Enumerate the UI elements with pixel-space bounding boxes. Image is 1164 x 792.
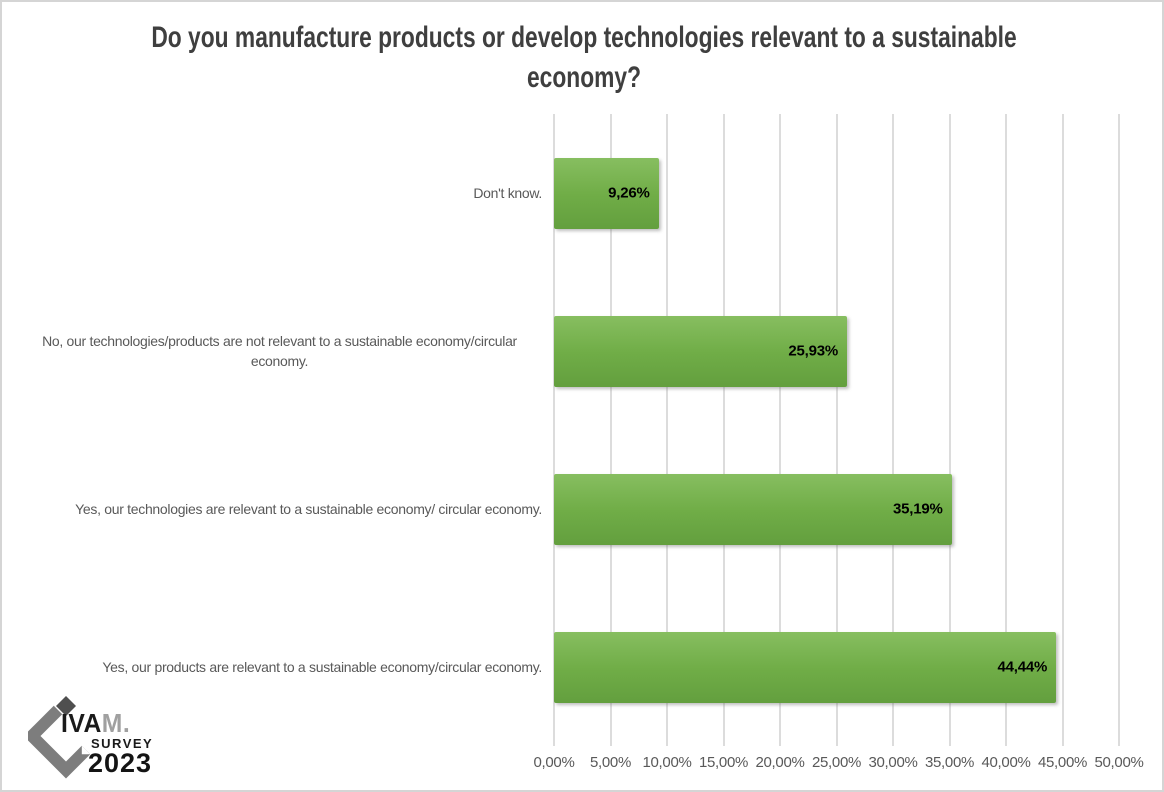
category-row: Yes, our products are relevant to a sust… [10, 588, 542, 746]
category-label: No, our technologies/products are not re… [42, 332, 517, 369]
gridline [892, 114, 894, 746]
gridline [835, 114, 838, 746]
bar: 9,26% [554, 157, 659, 229]
logo-text-iva: IVA [61, 708, 102, 738]
x-axis-tick-label: 15,00% [698, 754, 749, 771]
bar-value-label: 9,26% [608, 184, 650, 202]
gridline [779, 114, 781, 746]
x-axis-tick-label: 0,00% [533, 754, 575, 771]
logo-text-survey: SURVEY [91, 736, 154, 751]
gridline [553, 114, 555, 746]
category-label: Don't know. [473, 184, 542, 201]
x-axis-tick-label: 45,00% [1037, 754, 1088, 771]
bar-value-label: 35,19% [892, 500, 943, 518]
bar-value-label: 44,44% [997, 658, 1048, 676]
gridline [1118, 114, 1120, 746]
category-row: Yes, our technologies are relevant to a … [10, 430, 542, 588]
ivam-survey-logo: IVAM. SURVEY 2023 [28, 696, 238, 790]
x-axis-tick-label: 10,00% [642, 754, 692, 771]
bar: 44,44% [554, 631, 1057, 703]
gridline [1061, 114, 1064, 746]
logo-text-year: 2023 [88, 748, 153, 778]
x-axis-tick-label: 40,00% [981, 754, 1031, 771]
category-label: Yes, our technologies are relevant to a … [75, 500, 542, 517]
x-axis-tick-label: 50,00% [1094, 754, 1144, 771]
gridline [666, 114, 668, 746]
bar-value-label: 25,93% [788, 342, 838, 360]
ivam-logo-mark-icon [28, 696, 91, 779]
x-axis-tick-label: 20,00% [755, 754, 805, 771]
chart-title: Do you manufacture products or develop t… [151, 21, 1017, 94]
gridline [609, 114, 612, 746]
category-row: No, our technologies/products are not re… [10, 272, 542, 430]
bar: 25,93% [554, 315, 847, 387]
gridline [948, 114, 951, 746]
bar: 35,19% [554, 473, 952, 545]
logo-wordmark: IVAM. [61, 708, 130, 739]
logo-text-m: M. [101, 708, 131, 738]
x-axis-tick-label: 35,00% [924, 754, 975, 771]
category-label: Yes, our products are relevant to a sust… [102, 658, 542, 675]
x-axis-tick-label: 5,00% [589, 754, 632, 771]
x-axis-tick-label: 25,00% [811, 754, 862, 771]
x-axis-tick-label: 30,00% [868, 754, 918, 771]
category-row: Don't know. [10, 114, 542, 272]
plot-area: 9,26% 25,93% 35,19% 44,44% [553, 114, 1120, 746]
gridline [722, 114, 725, 746]
gridline [1005, 114, 1007, 746]
